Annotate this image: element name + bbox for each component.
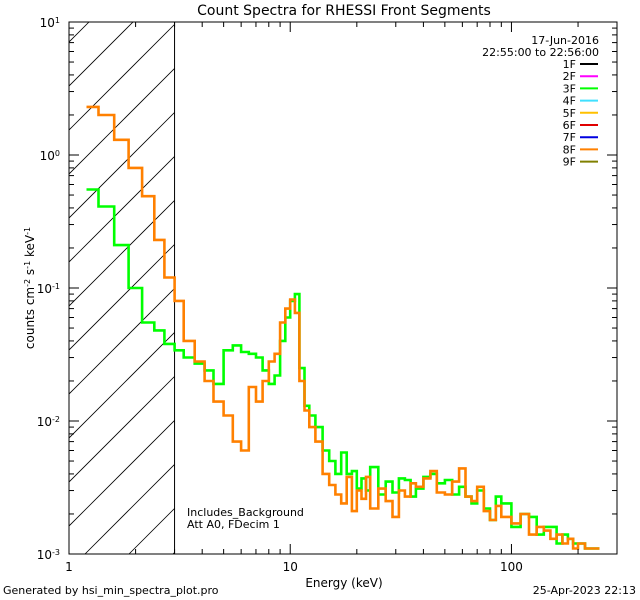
hatch-line	[0, 22, 1, 554]
legend-label: 6F	[563, 119, 576, 132]
footer-timestamp: 25-Apr-2023 22:13	[533, 584, 636, 597]
chart-title: Count Spectra for RHESSI Front Segments	[197, 3, 491, 19]
legend-label: 3F	[563, 82, 576, 95]
x-axis-label: Energy (keV)	[305, 576, 382, 590]
date-label: 17-Jun-2016	[531, 34, 599, 47]
x-tick-label: 10	[283, 560, 298, 574]
generated-by: Generated by hsi_min_spectra_plot.pro	[3, 584, 219, 597]
y-tick-labels: 10-3 10-2 10-1 100 101	[37, 16, 60, 563]
legend-label: 5F	[563, 107, 576, 120]
legend-label: 9F	[563, 156, 576, 169]
x-tick-labels: 1 10 100	[65, 560, 523, 574]
legend-label: 8F	[563, 143, 576, 156]
time-range-label: 22:55:00 to 22:56:00	[482, 46, 599, 59]
series-8F	[86, 105, 600, 550]
hatch-line	[69, 22, 134, 87]
hatched-region	[0, 22, 617, 554]
y-tick-label: 101	[40, 16, 60, 31]
series-3F	[86, 188, 600, 550]
x-tick-label: 100	[500, 560, 523, 574]
y-tick-label: 10-1	[37, 282, 60, 297]
y-tick-label: 10-3	[37, 548, 60, 563]
y-axis-label: counts cm-2 s-1 keV-1	[23, 227, 38, 349]
hatch-line	[69, 22, 222, 175]
legend-label: 2F	[563, 70, 576, 83]
axis-ticks	[68, 22, 618, 555]
hatch-line	[69, 22, 178, 131]
legend-label: 4F	[563, 95, 576, 108]
series-group	[86, 105, 600, 550]
y-tick-label: 10-2	[37, 415, 60, 430]
legend-label: 1F	[563, 58, 576, 71]
hatch-mask	[174, 22, 617, 554]
y-tick-label: 100	[40, 149, 60, 164]
note-attenuator: Att A0, FDecim 1	[187, 518, 280, 531]
legend-label: 7F	[563, 131, 576, 144]
note-background: Includes_Background	[187, 506, 304, 519]
x-tick-label: 1	[65, 560, 73, 574]
